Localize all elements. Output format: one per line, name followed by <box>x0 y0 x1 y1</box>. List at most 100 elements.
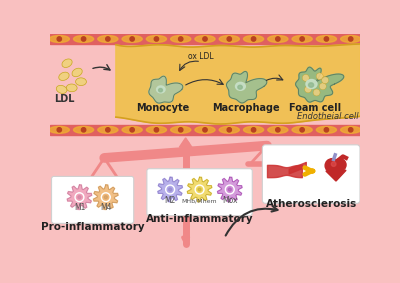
Ellipse shape <box>316 127 336 133</box>
Text: Monocyte: Monocyte <box>136 103 189 113</box>
Text: Macrophage: Macrophage <box>212 103 280 113</box>
Ellipse shape <box>219 127 239 133</box>
Ellipse shape <box>122 127 142 133</box>
FancyBboxPatch shape <box>147 169 252 216</box>
Ellipse shape <box>72 68 82 76</box>
Circle shape <box>130 37 134 41</box>
Ellipse shape <box>156 86 165 93</box>
Ellipse shape <box>268 35 288 42</box>
Circle shape <box>82 37 86 41</box>
Ellipse shape <box>195 127 215 133</box>
Text: Mox: Mox <box>222 196 238 205</box>
Circle shape <box>331 162 336 166</box>
Circle shape <box>154 37 159 41</box>
Ellipse shape <box>341 127 361 133</box>
Ellipse shape <box>236 82 245 90</box>
Circle shape <box>167 186 173 192</box>
Ellipse shape <box>306 80 317 89</box>
Circle shape <box>57 37 62 41</box>
Circle shape <box>82 128 86 132</box>
Circle shape <box>251 128 256 132</box>
Text: LDL: LDL <box>54 94 74 104</box>
Circle shape <box>78 196 81 199</box>
Circle shape <box>251 37 256 41</box>
Ellipse shape <box>292 35 312 42</box>
Circle shape <box>198 188 201 191</box>
Circle shape <box>227 128 232 132</box>
Bar <box>50 34 360 44</box>
Ellipse shape <box>49 127 69 133</box>
Circle shape <box>348 37 353 41</box>
Text: Endotheial cell: Endotheial cell <box>297 112 358 121</box>
Ellipse shape <box>238 85 242 89</box>
Ellipse shape <box>308 83 314 87</box>
Circle shape <box>101 193 110 201</box>
Circle shape <box>325 159 339 173</box>
Circle shape <box>334 159 346 171</box>
Circle shape <box>195 185 204 194</box>
Circle shape <box>130 128 134 132</box>
Ellipse shape <box>74 35 94 42</box>
Circle shape <box>322 77 329 83</box>
Circle shape <box>225 185 234 194</box>
Circle shape <box>304 86 312 93</box>
Circle shape <box>75 193 84 201</box>
Ellipse shape <box>74 127 94 133</box>
Ellipse shape <box>171 35 191 42</box>
Circle shape <box>106 37 110 41</box>
Circle shape <box>178 128 183 132</box>
Polygon shape <box>187 177 212 202</box>
Ellipse shape <box>292 127 312 133</box>
Circle shape <box>227 186 233 192</box>
Ellipse shape <box>56 85 67 93</box>
Circle shape <box>228 188 231 191</box>
Ellipse shape <box>171 127 191 133</box>
Circle shape <box>227 37 232 41</box>
Ellipse shape <box>146 127 166 133</box>
Circle shape <box>76 194 82 200</box>
Ellipse shape <box>66 84 77 92</box>
Circle shape <box>276 128 280 132</box>
Polygon shape <box>226 71 267 103</box>
Polygon shape <box>180 138 192 147</box>
Text: M4: M4 <box>100 203 112 212</box>
Circle shape <box>276 37 280 41</box>
Text: Pro-inflammatory: Pro-inflammatory <box>41 222 144 231</box>
Circle shape <box>203 128 207 132</box>
Polygon shape <box>67 185 92 209</box>
Circle shape <box>168 188 172 191</box>
Polygon shape <box>149 76 183 103</box>
Ellipse shape <box>341 35 361 42</box>
Text: Atherosclerosis: Atherosclerosis <box>266 199 357 209</box>
Circle shape <box>57 128 62 132</box>
Ellipse shape <box>98 35 118 42</box>
Circle shape <box>154 128 159 132</box>
Circle shape <box>316 73 323 80</box>
Ellipse shape <box>76 78 86 85</box>
Text: Anti-inflammatory: Anti-inflammatory <box>146 214 253 224</box>
Circle shape <box>324 128 328 132</box>
Circle shape <box>166 185 174 194</box>
Polygon shape <box>296 67 344 102</box>
Ellipse shape <box>59 72 69 80</box>
FancyBboxPatch shape <box>52 176 134 223</box>
Ellipse shape <box>316 35 336 42</box>
Bar <box>50 125 360 135</box>
Circle shape <box>196 186 202 192</box>
Ellipse shape <box>146 35 166 42</box>
Text: MHb/Mhem: MHb/Mhem <box>182 199 217 203</box>
Circle shape <box>106 128 110 132</box>
Circle shape <box>313 89 320 96</box>
Circle shape <box>319 83 326 90</box>
Circle shape <box>300 37 304 41</box>
Ellipse shape <box>244 127 264 133</box>
Polygon shape <box>158 177 182 202</box>
Circle shape <box>302 74 309 81</box>
Ellipse shape <box>98 127 118 133</box>
Polygon shape <box>218 177 242 202</box>
Text: M2: M2 <box>164 196 176 205</box>
Circle shape <box>178 37 183 41</box>
Ellipse shape <box>62 59 72 67</box>
Text: ox LDL: ox LDL <box>188 52 214 61</box>
Circle shape <box>203 37 207 41</box>
